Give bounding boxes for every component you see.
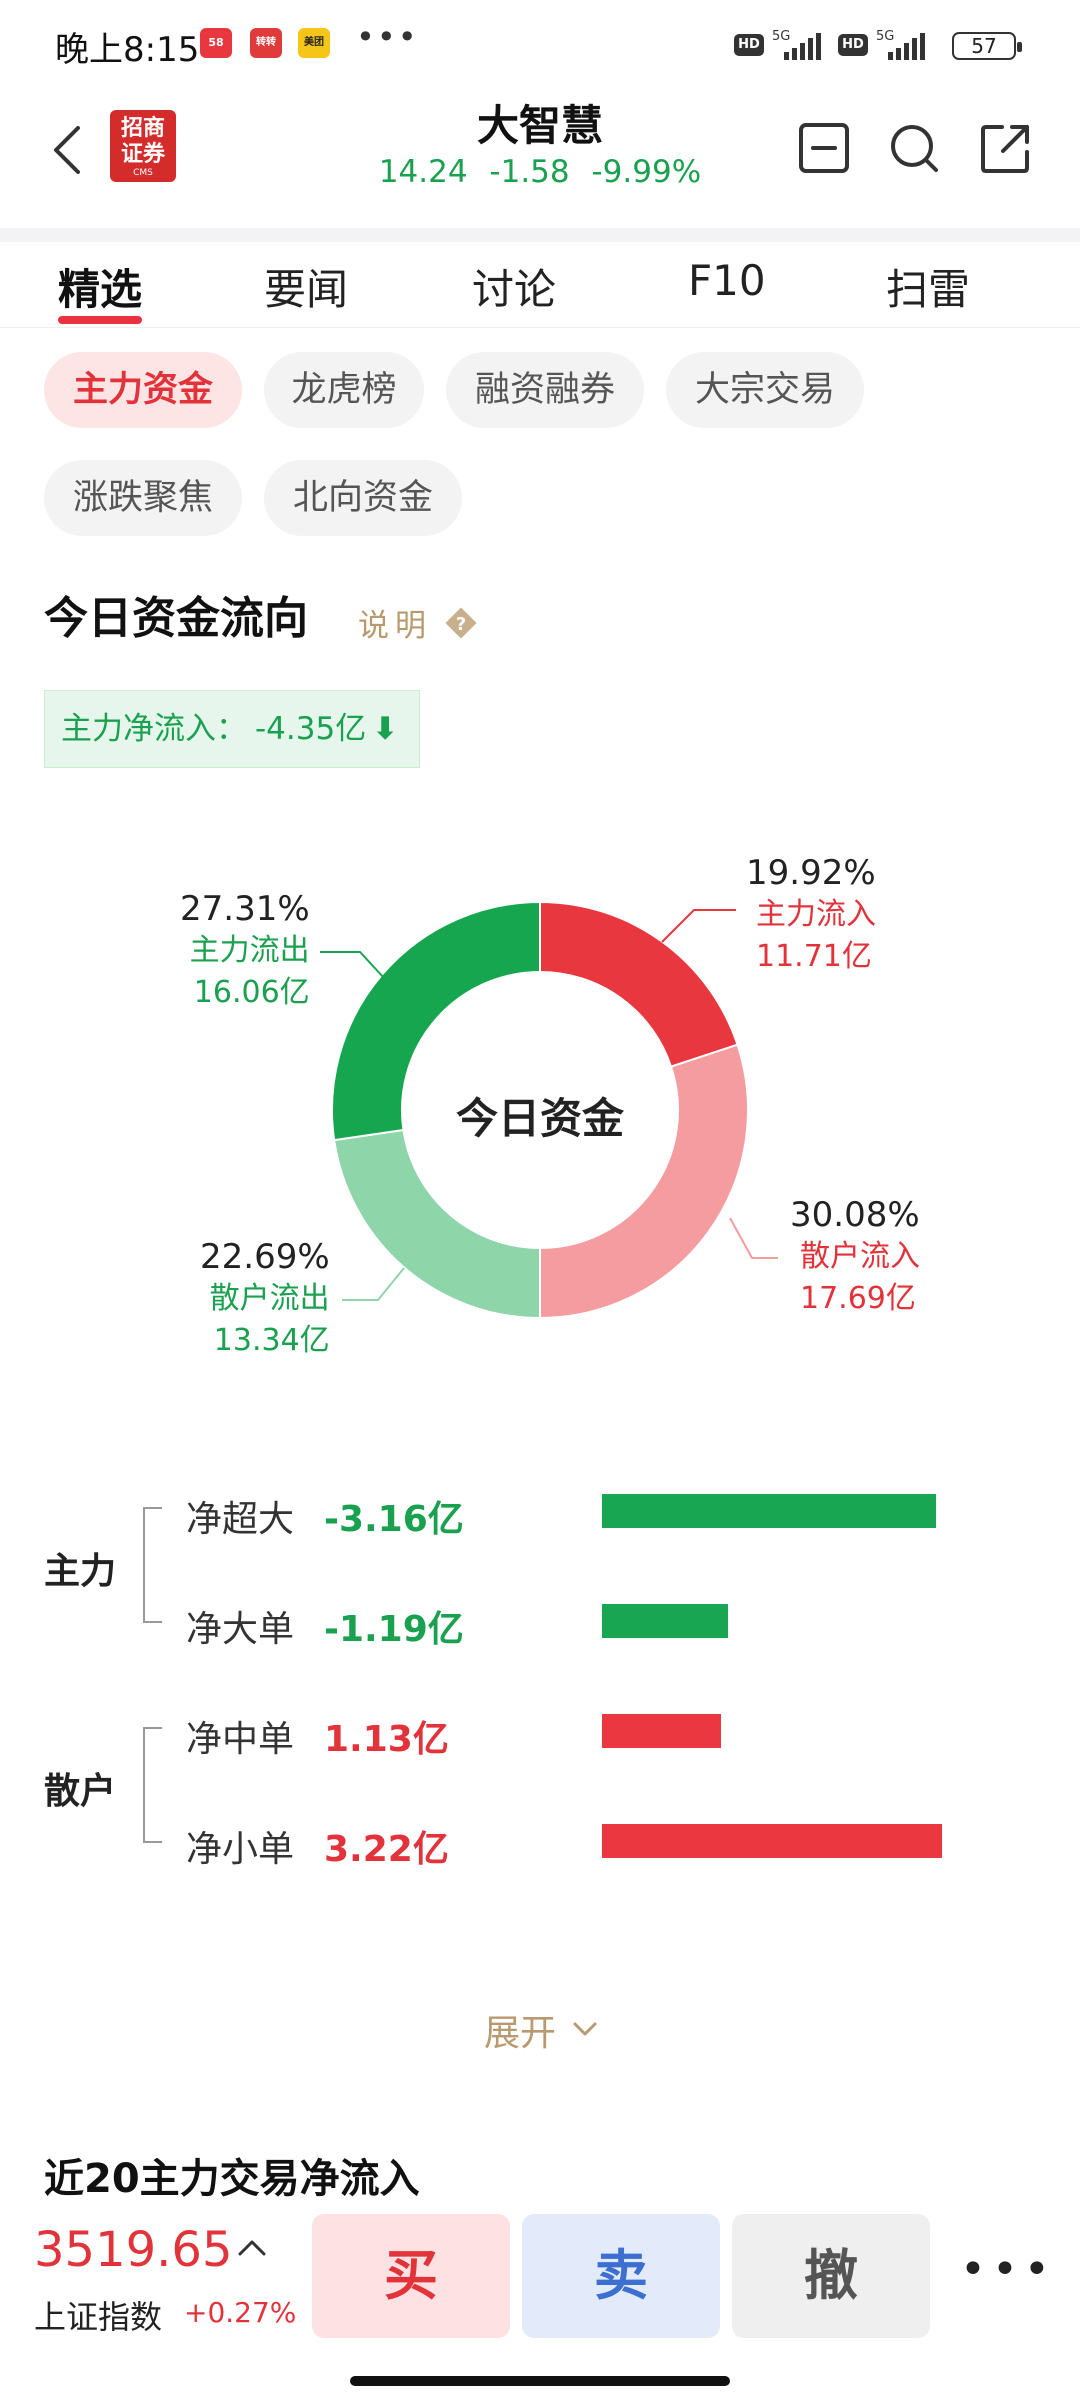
slice-label-main-outflow: 27.31% 主力流出 16.06亿 [180, 888, 310, 1014]
fund-flow-title: 今日资金流向 [44, 593, 308, 644]
slice-label-main-inflow: 19.92% 主力流入 11.71亿 [746, 852, 876, 978]
buy-button[interactable]: 买 [312, 2214, 510, 2338]
chip-limit-focus[interactable]: 涨跌聚焦 [44, 460, 242, 536]
signal-5g-icon: 5G [772, 29, 821, 60]
status-bar: 晚上8:15 58 转转 美团 ••• HD 5G HD 5G 57 [0, 0, 1080, 92]
donut-slice-2 [333, 1128, 541, 1320]
breakdown-bar [602, 1824, 942, 1858]
net-inflow-label: 主力净流入： [61, 711, 247, 747]
expand-button[interactable]: 展开 [484, 2013, 557, 2054]
tab-risk-scan[interactable]: 扫雷 [886, 265, 971, 314]
battery-icon: 57 [952, 32, 1022, 60]
question-icon[interactable]: ? [444, 606, 478, 640]
stock-header: 招商证券 CMS 大智慧 14.24 -1.58 -9.99% [0, 92, 1080, 228]
broker-logo-sub: CMS [133, 168, 153, 178]
search-icon[interactable] [886, 120, 942, 176]
chip-main-capital[interactable]: 主力资金 [44, 352, 242, 428]
breakdown-row-name: 净超大 [186, 1499, 295, 1540]
donut-slice-0 [539, 900, 739, 1068]
slice-amount: 17.69亿 [800, 1281, 916, 1316]
cancel-order-button[interactable]: 撤 [732, 2214, 930, 2338]
header-separator [0, 228, 1080, 242]
donut-slice-1 [539, 1043, 749, 1320]
slice-label-retail-inflow: 30.08% 散户流入 17.69亿 [790, 1194, 920, 1320]
down-arrow-icon: ⬇ [372, 711, 399, 747]
slice-label-retail-outflow: 22.69% 散户流出 13.34亿 [200, 1236, 330, 1362]
back-arrow-icon[interactable] [44, 114, 94, 184]
index-name[interactable]: 上证指数 [34, 2298, 163, 2336]
slice-name: 主力流出 [189, 933, 310, 968]
broker-logo[interactable]: 招商证券 CMS [110, 110, 176, 182]
slice-amount: 11.71亿 [756, 939, 872, 974]
donut-slice-3 [331, 900, 541, 1142]
sell-button[interactable]: 卖 [522, 2214, 720, 2338]
breakdown-row-value: -1.19亿 [324, 1609, 464, 1650]
net-inflow-20-title: 近20主力交易净流入 [44, 2156, 420, 2202]
index-value[interactable]: 3519.65 [34, 2222, 233, 2278]
stock-name: 大智慧 [476, 101, 603, 150]
more-icon[interactable]: ••• [960, 2244, 1056, 2295]
trade-bar: 3519.65 上证指数 +0.27% 买 卖 撤 ••• [0, 2200, 1080, 2400]
more-notifications-icon: ••• [356, 18, 419, 56]
breakdown-row-value: 1.13亿 [324, 1719, 449, 1760]
tab-news[interactable]: 要闻 [264, 265, 349, 314]
chip-dragon-tiger[interactable]: 龙虎榜 [264, 352, 424, 428]
index-change: +0.27% [184, 2296, 297, 2329]
group-retail: 散户 [44, 1771, 117, 1812]
stock-change-pct: -9.99% [591, 154, 702, 190]
tab-active-indicator [58, 316, 142, 324]
breakdown-row-name: 净大单 [186, 1609, 295, 1650]
remove-watchlist-icon[interactable] [796, 120, 852, 176]
status-time: 晚上8:15 [55, 30, 200, 70]
hd-icon-2: HD [838, 34, 868, 56]
chip-margin-trading[interactable]: 融资融券 [446, 352, 644, 428]
chip-block-trade[interactable]: 大宗交易 [666, 352, 864, 428]
tab-discussion[interactable]: 讨论 [472, 265, 557, 314]
breakdown-bar [602, 1604, 728, 1638]
app-zhuanzhuan-icon: 转转 [250, 28, 282, 58]
tab-f10[interactable]: F10 [688, 256, 766, 305]
app-58-icon: 58 [200, 28, 232, 58]
broker-logo-text: 招商证券 [120, 116, 165, 167]
breakdown-row-value: 3.22亿 [324, 1829, 449, 1870]
explain-link[interactable]: 说明 [358, 608, 432, 644]
slice-amount: 16.06亿 [193, 975, 310, 1010]
donut-center-label: 今日资金 [455, 1094, 624, 1143]
slice-pct: 30.08% [790, 1195, 920, 1235]
main-net-inflow-badge: 主力净流入： -4.35亿 ⬇ [44, 690, 420, 768]
home-indicator[interactable] [350, 2376, 730, 2386]
slice-pct: 27.31% [180, 889, 310, 929]
hd-icon: HD [734, 34, 764, 56]
chevron-down-icon[interactable] [570, 2016, 600, 2042]
svg-text:?: ? [456, 614, 466, 635]
stock-price: 14.24 [378, 154, 468, 190]
slice-name: 散户流入 [800, 1239, 920, 1274]
breakdown-row-value: -3.16亿 [324, 1499, 464, 1540]
slice-name: 主力流入 [756, 897, 876, 932]
fund-flow-donut-chart [331, 900, 749, 1320]
slice-pct: 22.69% [200, 1237, 330, 1277]
breakdown-bar [602, 1714, 721, 1748]
tab-featured[interactable]: 精选 [58, 265, 143, 314]
main-tabs: 精选 要闻 讨论 F10 扫雷 [0, 242, 1080, 328]
slice-amount: 13.34亿 [213, 1323, 330, 1358]
breakdown-row-name: 净中单 [186, 1719, 295, 1760]
breakdown-row-name: 净小单 [186, 1829, 295, 1870]
slice-pct: 19.92% [746, 853, 876, 893]
net-inflow-value: -4.35亿 [255, 711, 367, 747]
svg-text:5G: 5G [772, 29, 790, 44]
signal-5g-icon-2: 5G [876, 29, 925, 60]
breakdown-bar [602, 1494, 936, 1528]
chevron-up-icon[interactable] [236, 2236, 268, 2258]
svg-text:5G: 5G [876, 29, 894, 44]
stock-change: -1.58 [489, 154, 570, 190]
stock-quote: 14.24 -1.58 -9.99% [0, 154, 1080, 190]
group-main: 主力 [44, 1551, 117, 1592]
share-icon[interactable] [978, 120, 1034, 176]
slice-name: 散户流出 [209, 1281, 330, 1316]
app-meituan-icon: 美团 [298, 28, 330, 58]
chip-northbound[interactable]: 北向资金 [264, 460, 462, 536]
